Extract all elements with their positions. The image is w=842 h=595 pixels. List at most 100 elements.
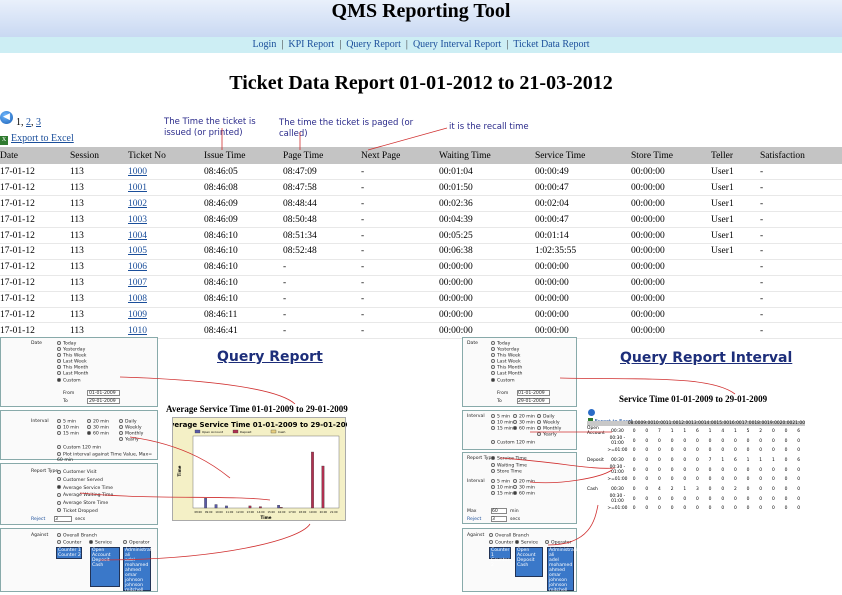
qi-max-input[interactable]: 60 xyxy=(491,508,507,514)
qi-back-icon[interactable] xyxy=(588,409,595,416)
qr-to-input[interactable]: 29-01-2009 xyxy=(87,398,120,404)
nav-query-interval-report[interactable]: Query Interval Report xyxy=(412,39,502,50)
export-excel-link[interactable]: X Export to Excel xyxy=(0,133,74,145)
qi-service-list-item[interactable]: Open Account xyxy=(517,548,536,558)
qr-report-type-option[interactable]: Customer Visit xyxy=(57,469,113,477)
qi-service-list-item[interactable]: Cash xyxy=(517,563,529,568)
nav-query-report[interactable]: Query Report xyxy=(346,39,401,50)
ticket-link[interactable]: 1000 xyxy=(128,166,147,177)
qi-interval-option[interactable]: 20 min xyxy=(513,414,535,420)
ticket-link[interactable]: 1001 xyxy=(128,182,147,193)
qi-operator-list[interactable]: Administrator ali adel mohamed ahmed omar john… xyxy=(547,547,581,595)
pager-page-3[interactable]: 3 xyxy=(36,117,41,128)
qr-report-type-option[interactable]: Customer Served xyxy=(57,477,113,485)
qr-date-option[interactable]: Today xyxy=(57,341,88,347)
qr-interval-option[interactable]: Daily xyxy=(119,419,143,425)
qi-report-type-option[interactable]: Store Time xyxy=(491,469,527,476)
qi-date-option[interactable]: Today xyxy=(491,341,522,347)
qi-date-option[interactable]: This Week xyxy=(491,353,522,359)
qr-interval-option[interactable]: Monthly xyxy=(119,431,143,437)
qr-interval-option[interactable]: 15 min xyxy=(57,431,79,437)
qi-service-list-item[interactable]: Deposit xyxy=(517,558,535,563)
qi-interval2-option[interactable]: 60 min xyxy=(513,491,535,497)
qr-operator-list-item[interactable]: mohamed xyxy=(125,563,149,568)
nav-login[interactable]: Login xyxy=(252,39,277,50)
qr-date-option[interactable]: This Month xyxy=(57,365,88,371)
qr-from-input[interactable]: 01-01-2009 xyxy=(87,390,120,396)
qi-interval-option[interactable]: 10 min xyxy=(491,420,513,426)
qr-against-operator[interactable]: Operator xyxy=(123,540,150,546)
ticket-link[interactable]: 1004 xyxy=(128,230,147,241)
qi-operator-list-item[interactable]: adel xyxy=(549,558,559,563)
qi-service-list[interactable]: Open Account Deposit Cash xyxy=(515,547,543,577)
pager-page-2[interactable]: 2 xyxy=(26,117,31,128)
qi-interval2-option[interactable]: 20 min xyxy=(513,479,535,485)
qr-operator-list-item[interactable]: mo xyxy=(124,593,150,595)
qi-operator-list-item[interactable]: Administrator xyxy=(549,548,581,553)
nav-ticket-data-report[interactable]: Ticket Data Report xyxy=(513,39,590,50)
qr-date-option[interactable]: Last Week xyxy=(57,359,88,365)
qi-against-service[interactable]: Service xyxy=(515,540,538,546)
qi-date-option[interactable]: Custom xyxy=(491,377,522,384)
qi-counter-list-item[interactable]: Counter 2 xyxy=(491,558,510,568)
qr-service-list-item[interactable]: Open Account xyxy=(92,548,111,558)
qi-operator-list-item[interactable]: ahmed xyxy=(549,568,565,573)
qi-interval-option[interactable]: Yearly xyxy=(537,432,561,438)
qr-report-type-option[interactable]: Average Waiting Time xyxy=(57,492,113,500)
nav-kpi-report[interactable]: KPI Report xyxy=(288,39,335,50)
qr-interval-option[interactable]: Yearly xyxy=(119,437,143,443)
qr-service-list-item[interactable]: Deposit xyxy=(92,558,110,563)
ticket-link[interactable]: 1007 xyxy=(128,278,147,289)
qi-reject-input[interactable]: 3 xyxy=(491,516,507,522)
qi-operator-list-item[interactable]: mo xyxy=(548,593,573,595)
qi-operator-list-item[interactable]: ali xyxy=(549,553,555,558)
qr-date-option[interactable]: Yesterday xyxy=(57,347,88,353)
qr-operator-list-item[interactable]: adel xyxy=(125,558,135,563)
qi-interval2-option[interactable]: 10 min xyxy=(491,485,513,491)
qi-report-type-option[interactable]: Service Time xyxy=(491,456,527,463)
qr-interval-option[interactable]: 20 min xyxy=(87,419,109,425)
ticket-link[interactable]: 1003 xyxy=(128,214,147,225)
qi-interval-option[interactable]: 5 min xyxy=(491,414,513,420)
qi-interval2-option[interactable]: 30 min xyxy=(513,485,535,491)
qi-counter-list[interactable]: Counter 1 Counter 2 xyxy=(489,547,511,568)
qr-against-counter[interactable]: Counter xyxy=(57,540,81,546)
qi-operator-list-item[interactable]: johnson mitchell xyxy=(549,583,568,593)
qr-counter-list-item[interactable]: Counter 2 xyxy=(58,553,81,558)
qi-operator-list-item[interactable]: mohamed xyxy=(549,563,573,568)
qr-service-list[interactable]: Open Account Deposit Cash xyxy=(90,547,120,587)
qr-date-option[interactable]: Last Month xyxy=(57,371,88,377)
qr-interval-option[interactable]: 5 min xyxy=(57,419,79,425)
qi-counter-list-item[interactable]: Counter 1 xyxy=(491,548,510,558)
qr-interval-option[interactable]: 60 min xyxy=(87,431,109,437)
ticket-link[interactable]: 1008 xyxy=(128,294,147,305)
ticket-link[interactable]: 1005 xyxy=(128,246,147,257)
qi-operator-list-item[interactable]: johnson xyxy=(549,578,568,583)
qi-interval-option[interactable]: 15 min xyxy=(491,426,513,432)
back-arrow-icon[interactable]: ◀ xyxy=(0,111,13,124)
qr-reject-input[interactable]: 3 xyxy=(54,516,72,522)
qr-report-type-option[interactable]: Ticket Dropped xyxy=(57,508,113,516)
qi-date-option[interactable]: Yesterday xyxy=(491,347,522,353)
qi-interval-option[interactable]: Daily xyxy=(537,414,561,420)
qi-interval-option[interactable]: 30 min xyxy=(513,420,535,426)
qi-export-link[interactable]: Export to Excel xyxy=(588,409,632,425)
qi-against-operator[interactable]: Operator xyxy=(545,540,572,546)
qi-date-option[interactable]: Last Week xyxy=(491,359,522,365)
qr-operator-list-item[interactable]: johnson mitchell xyxy=(125,583,144,593)
qr-operator-list-item[interactable]: ahmed xyxy=(125,568,141,573)
qr-date-option[interactable]: This Week xyxy=(57,353,88,359)
qi-operator-list-item[interactable]: omar xyxy=(549,573,561,578)
ticket-link[interactable]: 1009 xyxy=(128,309,147,320)
qi-date-option[interactable]: This Month xyxy=(491,365,522,371)
qr-interval-option[interactable]: Weekly xyxy=(119,425,143,431)
qr-counter-list-item[interactable]: Counter 1 xyxy=(58,548,81,553)
qi-against-counter[interactable]: Counter xyxy=(489,540,513,546)
qr-against-service[interactable]: Service xyxy=(89,540,112,546)
qi-interval2-option[interactable]: 15 min xyxy=(491,491,513,497)
qi-interval-option[interactable]: Monthly xyxy=(537,426,561,432)
qr-interval-option[interactable]: 10 min xyxy=(57,425,79,431)
qr-service-list-item[interactable]: Cash xyxy=(92,563,104,568)
qi-from-input[interactable]: 01-01-2009 xyxy=(517,390,550,396)
qi-to-input[interactable]: 29-01-2009 xyxy=(517,398,550,404)
